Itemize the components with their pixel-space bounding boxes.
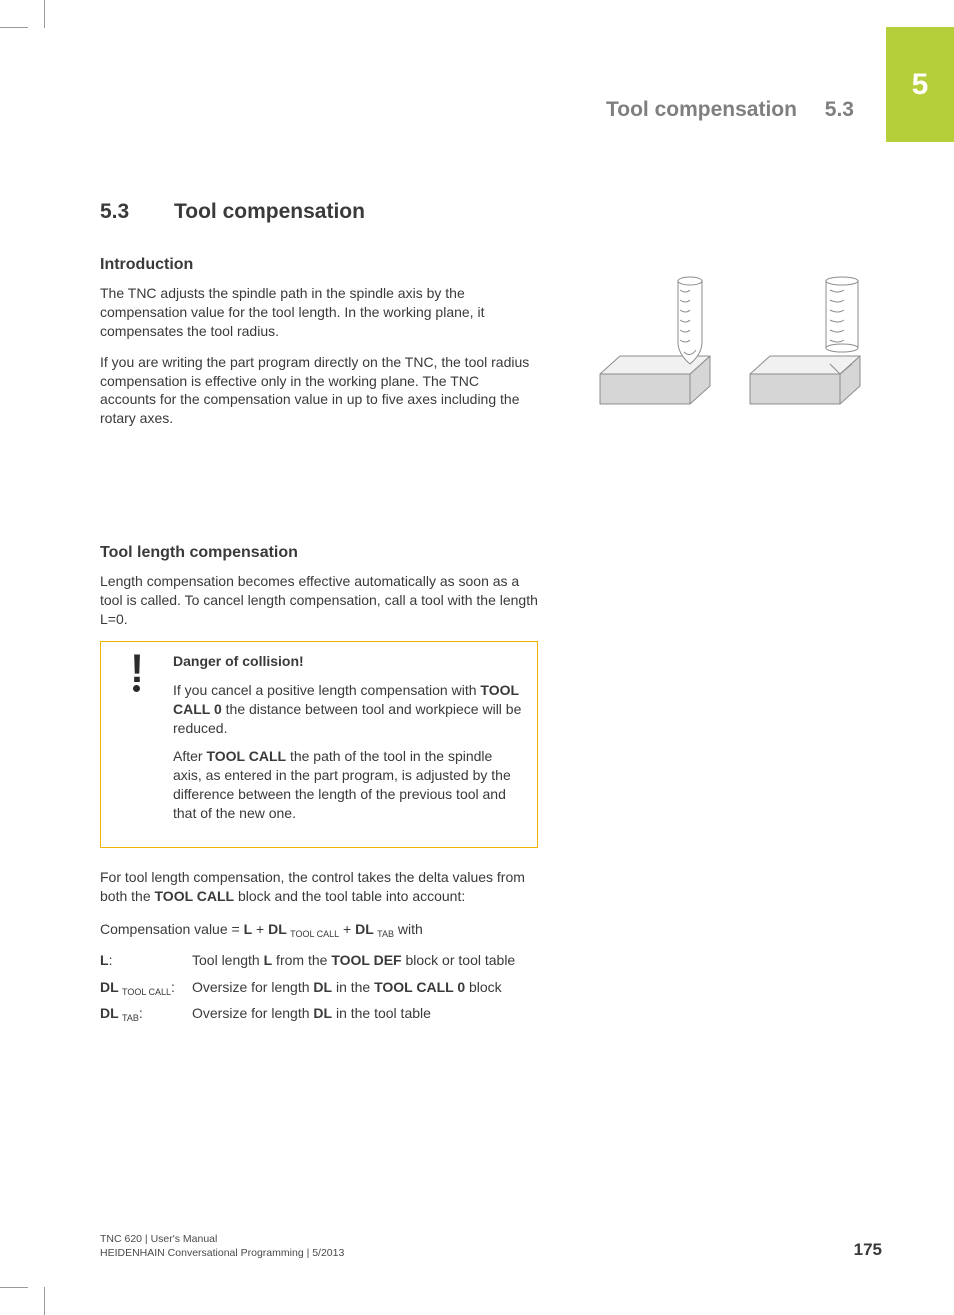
definition-row: DL TAB: Oversize for length DL in the to… [100, 1003, 550, 1023]
chapter-tab: 5 [886, 27, 954, 142]
formula: Compensation value = L + DL TOOL CALL + … [100, 918, 538, 940]
subheading-introduction: Introduction [100, 256, 860, 274]
running-header: Tool compensation 5.3 [606, 98, 854, 122]
crop-mark [0, 27, 28, 28]
crop-mark [44, 0, 45, 28]
page-number: 175 [854, 1240, 882, 1260]
definition-list: L: Tool length L from the TOOL DEF block… [100, 950, 860, 1023]
warning-icon: ! [101, 642, 173, 847]
chapter-number: 5 [912, 68, 929, 102]
footer-line-1: TNC 620 | User's Manual [100, 1232, 344, 1246]
paragraph: The TNC adjusts the spindle path in the … [100, 284, 538, 341]
footer-line-2: HEIDENHAIN Conversational Programming | … [100, 1246, 344, 1260]
tool-compensation-diagram [582, 276, 882, 441]
section-title: Tool compensation [174, 200, 365, 223]
warning-text: If you cancel a positive length compensa… [173, 681, 523, 738]
running-header-title: Tool compensation [606, 98, 797, 121]
subheading-tool-length: Tool length compensation [100, 544, 860, 562]
warning-box: ! Danger of collision! If you cancel a p… [100, 641, 538, 848]
page-footer: TNC 620 | User's Manual HEIDENHAIN Conve… [100, 1232, 882, 1260]
definition-row: DL TOOL CALL: Oversize for length DL in … [100, 977, 550, 997]
crop-mark [44, 1287, 45, 1315]
crop-mark [0, 1287, 28, 1288]
paragraph: If you are writing the part program dire… [100, 353, 538, 429]
section-number: 5.3 [100, 200, 174, 224]
section-heading: 5.3Tool compensation [100, 200, 860, 224]
running-header-section: 5.3 [825, 98, 854, 121]
warning-title: Danger of collision! [173, 653, 304, 669]
paragraph: For tool length compensation, the contro… [100, 868, 538, 906]
definition-row: L: Tool length L from the TOOL DEF block… [100, 950, 550, 970]
paragraph: Length compensation becomes effective au… [100, 572, 538, 629]
warning-text: After TOOL CALL the path of the tool in … [173, 747, 523, 823]
